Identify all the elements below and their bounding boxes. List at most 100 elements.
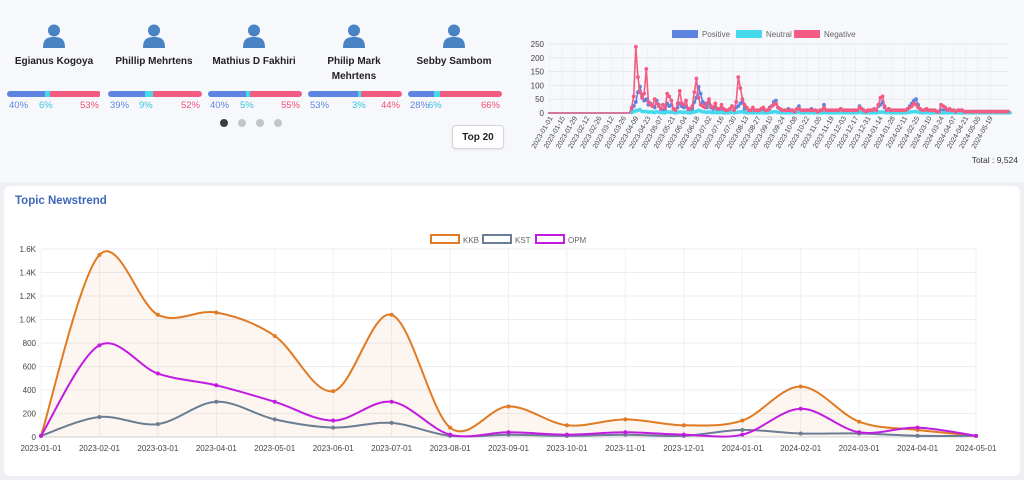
- trend-legend: KKB KST OPM: [430, 234, 587, 245]
- sentiment-grid: [548, 43, 1008, 114]
- data-point: [564, 423, 569, 428]
- sentiment-bar-neg: [360, 91, 402, 97]
- positive-percent: 40%: [210, 100, 230, 111]
- data-point: [734, 100, 739, 104]
- y-tick-label: 200: [531, 54, 545, 63]
- data-point: [644, 97, 649, 102]
- y-tick-label: 100: [531, 81, 545, 90]
- data-point: [1006, 109, 1010, 114]
- sentiment-bar-neg: [439, 91, 502, 97]
- sentiment-bar-pos: [108, 91, 145, 97]
- trend-series: [39, 250, 978, 438]
- neutral-percent: 9%: [139, 100, 153, 111]
- data-point: [882, 104, 887, 108]
- carousel-dot-1[interactable]: [220, 119, 228, 127]
- carousel-dot-4[interactable]: [274, 119, 282, 127]
- data-point: [663, 105, 667, 110]
- data-point: [633, 100, 638, 104]
- data-point: [640, 95, 644, 100]
- negative-percent: 44%: [380, 100, 400, 111]
- sentiment-series: [548, 44, 1012, 115]
- x-tick-label: 2023-10-01: [546, 444, 587, 453]
- sentiment-bar-neu: [245, 91, 251, 97]
- data-point: [937, 109, 941, 114]
- data-point: [656, 104, 661, 108]
- data-point: [738, 86, 743, 91]
- data-point: [448, 425, 453, 430]
- x-tick-label: 2023-02-01: [79, 444, 120, 453]
- sentiment-bar-neg: [250, 91, 302, 97]
- y-tick-label: 400: [23, 386, 37, 395]
- data-point: [155, 422, 160, 427]
- y-tick-label: 0: [32, 433, 37, 442]
- sentiment-bar-neg: [153, 91, 202, 97]
- legend-swatch: [794, 30, 820, 38]
- carousel-dot-3[interactable]: [256, 119, 264, 127]
- user-icon: [443, 24, 465, 48]
- sentiment-bar: [308, 91, 402, 97]
- data-point: [155, 371, 160, 376]
- data-point: [650, 104, 655, 108]
- person-name: Mathius D Fakhiri: [212, 56, 296, 67]
- legend-swatch: [535, 234, 565, 244]
- sentiment-bar: [108, 91, 202, 97]
- positive-percent: 28%: [410, 100, 430, 111]
- legend-label: Negative: [824, 30, 856, 39]
- data-point: [673, 108, 678, 113]
- x-tick-label: 2024-03-01: [839, 444, 880, 453]
- x-tick-label: 2023-03-01: [137, 444, 178, 453]
- data-point: [736, 75, 741, 80]
- person-card[interactable]: Phillip Mehrtens: [104, 24, 204, 69]
- x-tick-label: 2024-04-01: [897, 444, 938, 453]
- positive-percent: 40%: [9, 100, 29, 111]
- person-name: Egianus Kogoya: [14, 56, 94, 67]
- sentiment-bar-pos: [208, 91, 246, 97]
- data-point: [644, 66, 649, 71]
- legend-label: Positive: [702, 30, 731, 39]
- data-point: [748, 108, 753, 113]
- data-point: [629, 105, 634, 110]
- x-tick-label: 2024-05-01: [956, 444, 997, 453]
- data-point: [690, 104, 695, 108]
- x-tick-label: 2023-04-01: [196, 444, 237, 453]
- data-point: [719, 102, 724, 107]
- x-tick-label: 2023-06-01: [313, 444, 354, 453]
- x-tick-label: 2023-01-01: [21, 444, 62, 453]
- data-point: [876, 102, 881, 107]
- data-point: [682, 102, 686, 107]
- positive-percent: 53%: [310, 100, 330, 111]
- data-point: [97, 343, 102, 348]
- person-card[interactable]: Sebby Sambom: [404, 24, 504, 69]
- series-line-opm: [40, 342, 977, 438]
- top-20-button[interactable]: Top 20: [452, 125, 504, 149]
- person-card[interactable]: Philip Mark Mehrtens: [304, 24, 404, 84]
- y-tick-label: 250: [531, 40, 545, 49]
- data-point: [707, 97, 711, 102]
- data-point: [740, 432, 745, 437]
- data-point: [681, 432, 686, 437]
- person-name: Sebby Sambom: [416, 56, 492, 67]
- data-point: [681, 423, 686, 428]
- person-card[interactable]: Mathius D Fakhiri: [204, 24, 304, 69]
- data-point: [820, 108, 824, 113]
- sentiment-percentages: 28% 6% 66%: [408, 100, 502, 112]
- series-area-kkb: [41, 251, 976, 437]
- data-point: [214, 383, 219, 388]
- person-card[interactable]: Egianus Kogoya: [4, 24, 104, 69]
- sentiment-bar-pos: [408, 91, 435, 97]
- data-point: [642, 91, 647, 96]
- x-tick-label: 2023-07-01: [371, 444, 412, 453]
- neutral-percent: 6%: [39, 100, 53, 111]
- y-tick-label: 1.4K: [20, 269, 37, 278]
- data-point: [742, 102, 747, 107]
- carousel-dot-2[interactable]: [238, 119, 246, 127]
- data-point: [943, 105, 948, 110]
- sentiment-bar-neu: [357, 91, 361, 97]
- neutral-percent: 5%: [240, 100, 254, 111]
- data-point: [389, 312, 394, 317]
- data-point: [880, 94, 885, 99]
- legend-label: KST: [515, 236, 531, 245]
- topic-newstrend-chart: KKB KST OPM 0 200 400 600 800 1.0K 1.2K 1.4K 1.6K 2…: [20, 234, 997, 453]
- data-point: [774, 101, 778, 106]
- data-point: [272, 417, 277, 422]
